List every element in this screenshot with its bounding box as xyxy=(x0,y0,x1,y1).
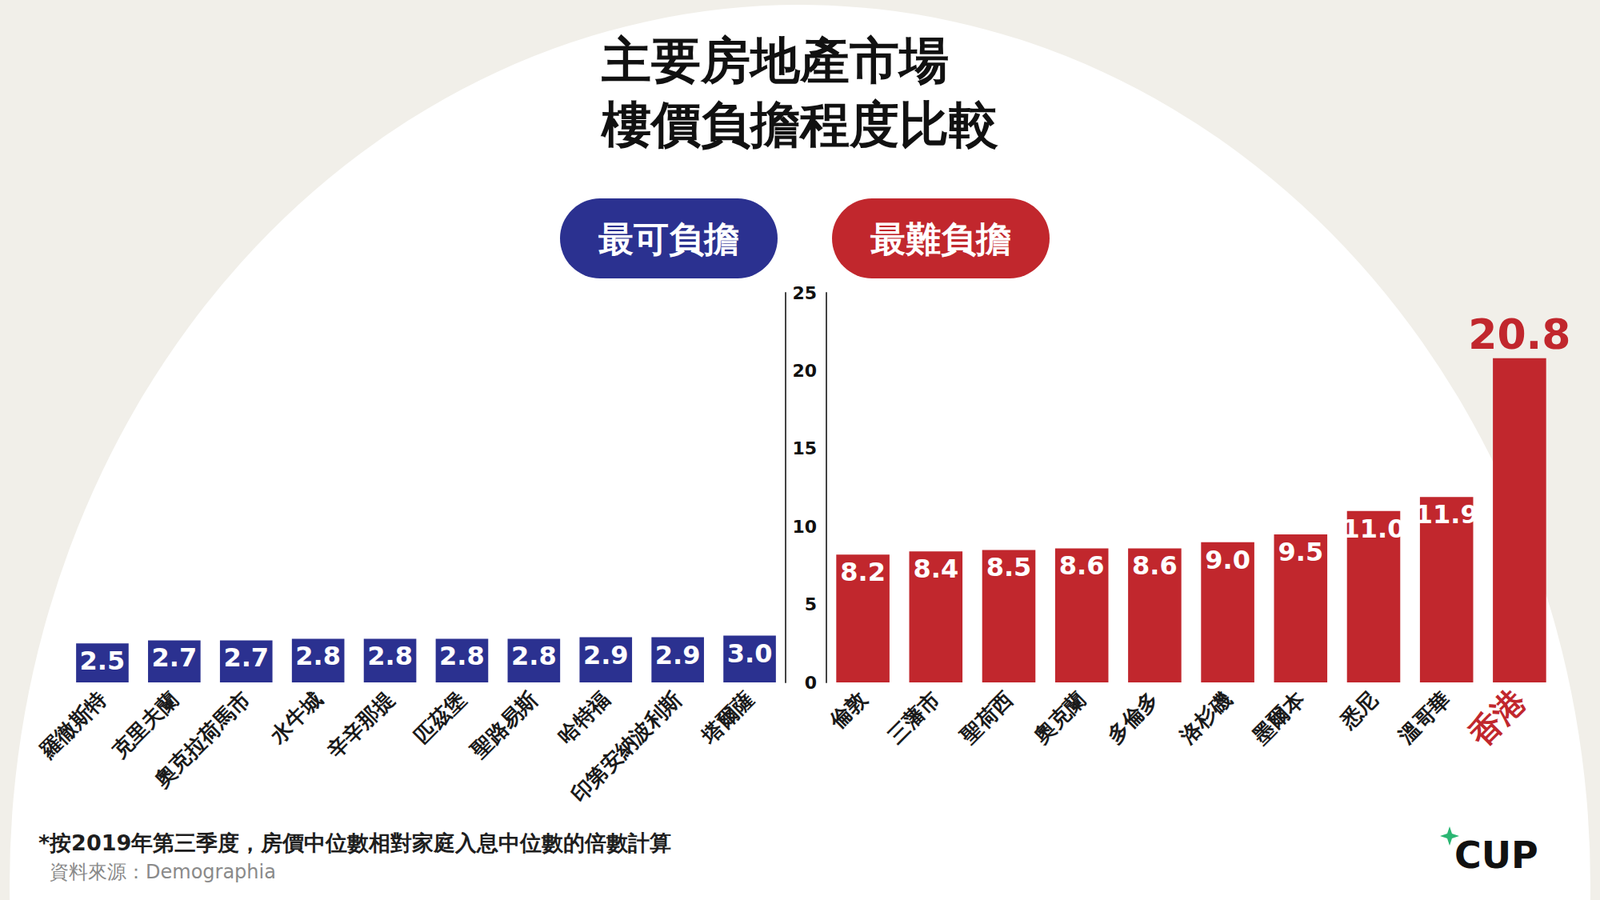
svg-text:25: 25 xyxy=(792,283,817,304)
svg-text:水牛城: 水牛城 xyxy=(264,686,327,748)
svg-text:奧克蘭: 奧克蘭 xyxy=(1028,686,1091,748)
svg-text:匹茲堡: 匹茲堡 xyxy=(409,686,471,748)
svg-text:8.4: 8.4 xyxy=(912,553,959,584)
svg-text:8.5: 8.5 xyxy=(986,552,1032,583)
svg-text:2.9: 2.9 xyxy=(583,640,629,671)
svg-text:20.8: 20.8 xyxy=(1468,310,1571,359)
svg-text:塔爾薩: 塔爾薩 xyxy=(696,686,759,748)
svg-text:辛辛那提: 辛辛那提 xyxy=(322,686,399,763)
svg-text:奧克拉荷馬市: 奧克拉荷馬市 xyxy=(148,686,255,792)
svg-text:倫敦: 倫敦 xyxy=(824,686,872,734)
svg-text:香港: 香港 xyxy=(1460,682,1533,755)
svg-text:*按2019年第三季度，房價中位數相對家庭入息中位數的倍數計: *按2019年第三季度，房價中位數相對家庭入息中位數的倍數計算 xyxy=(38,830,672,856)
svg-text:2.8: 2.8 xyxy=(295,640,341,672)
svg-text:最難負擔: 最難負擔 xyxy=(870,218,1012,260)
svg-text:5: 5 xyxy=(804,594,817,615)
svg-text:11.0: 11.0 xyxy=(1342,513,1406,544)
svg-text:2.7: 2.7 xyxy=(152,642,198,673)
svg-text:20: 20 xyxy=(792,360,817,381)
svg-text:2.8: 2.8 xyxy=(367,640,413,672)
svg-text:9.0: 9.0 xyxy=(1204,544,1251,576)
svg-text:多倫多: 多倫多 xyxy=(1102,686,1164,748)
svg-text:2.8: 2.8 xyxy=(511,640,557,672)
svg-text:最可負擔: 最可負擔 xyxy=(598,218,740,260)
svg-text:克里夫蘭: 克里夫蘭 xyxy=(106,686,183,763)
svg-text:羅徹斯特: 羅徹斯特 xyxy=(34,686,111,763)
svg-text:2.5: 2.5 xyxy=(80,645,126,676)
svg-text:印第安納波利斯: 印第安納波利斯 xyxy=(566,686,687,807)
svg-text:樓價負擔程度比較: 樓價負擔程度比較 xyxy=(600,95,999,154)
svg-text:2.8: 2.8 xyxy=(439,640,485,672)
svg-text:8.6: 8.6 xyxy=(1132,550,1178,581)
svg-text:3.0: 3.0 xyxy=(727,638,773,669)
svg-text:悉尼: 悉尼 xyxy=(1335,686,1383,734)
svg-text:墨爾本: 墨爾本 xyxy=(1247,686,1310,749)
svg-text:8.6: 8.6 xyxy=(1059,550,1105,581)
svg-text:主要房地產市場: 主要房地產市場 xyxy=(600,31,949,90)
svg-text:11.9: 11.9 xyxy=(1415,499,1479,530)
svg-text:2.7: 2.7 xyxy=(223,642,269,673)
svg-text:15: 15 xyxy=(792,438,817,459)
svg-text:資料來源：Demographia: 資料來源：Demographia xyxy=(49,860,276,884)
svg-text:哈特福: 哈特福 xyxy=(552,686,614,748)
svg-text:聖路易斯: 聖路易斯 xyxy=(465,686,542,763)
svg-text:2.9: 2.9 xyxy=(655,640,701,671)
svg-text:洛杉磯: 洛杉磯 xyxy=(1174,686,1236,748)
svg-text:聖荷西: 聖荷西 xyxy=(956,686,1018,748)
svg-text:三藩市: 三藩市 xyxy=(883,686,944,748)
svg-text:10: 10 xyxy=(792,516,817,537)
svg-text:CUP: CUP xyxy=(1454,833,1539,877)
svg-text:溫哥華: 溫哥華 xyxy=(1393,686,1456,748)
svg-text:0: 0 xyxy=(804,672,817,693)
svg-text:8.2: 8.2 xyxy=(840,556,886,588)
svg-text:9.5: 9.5 xyxy=(1277,536,1324,568)
